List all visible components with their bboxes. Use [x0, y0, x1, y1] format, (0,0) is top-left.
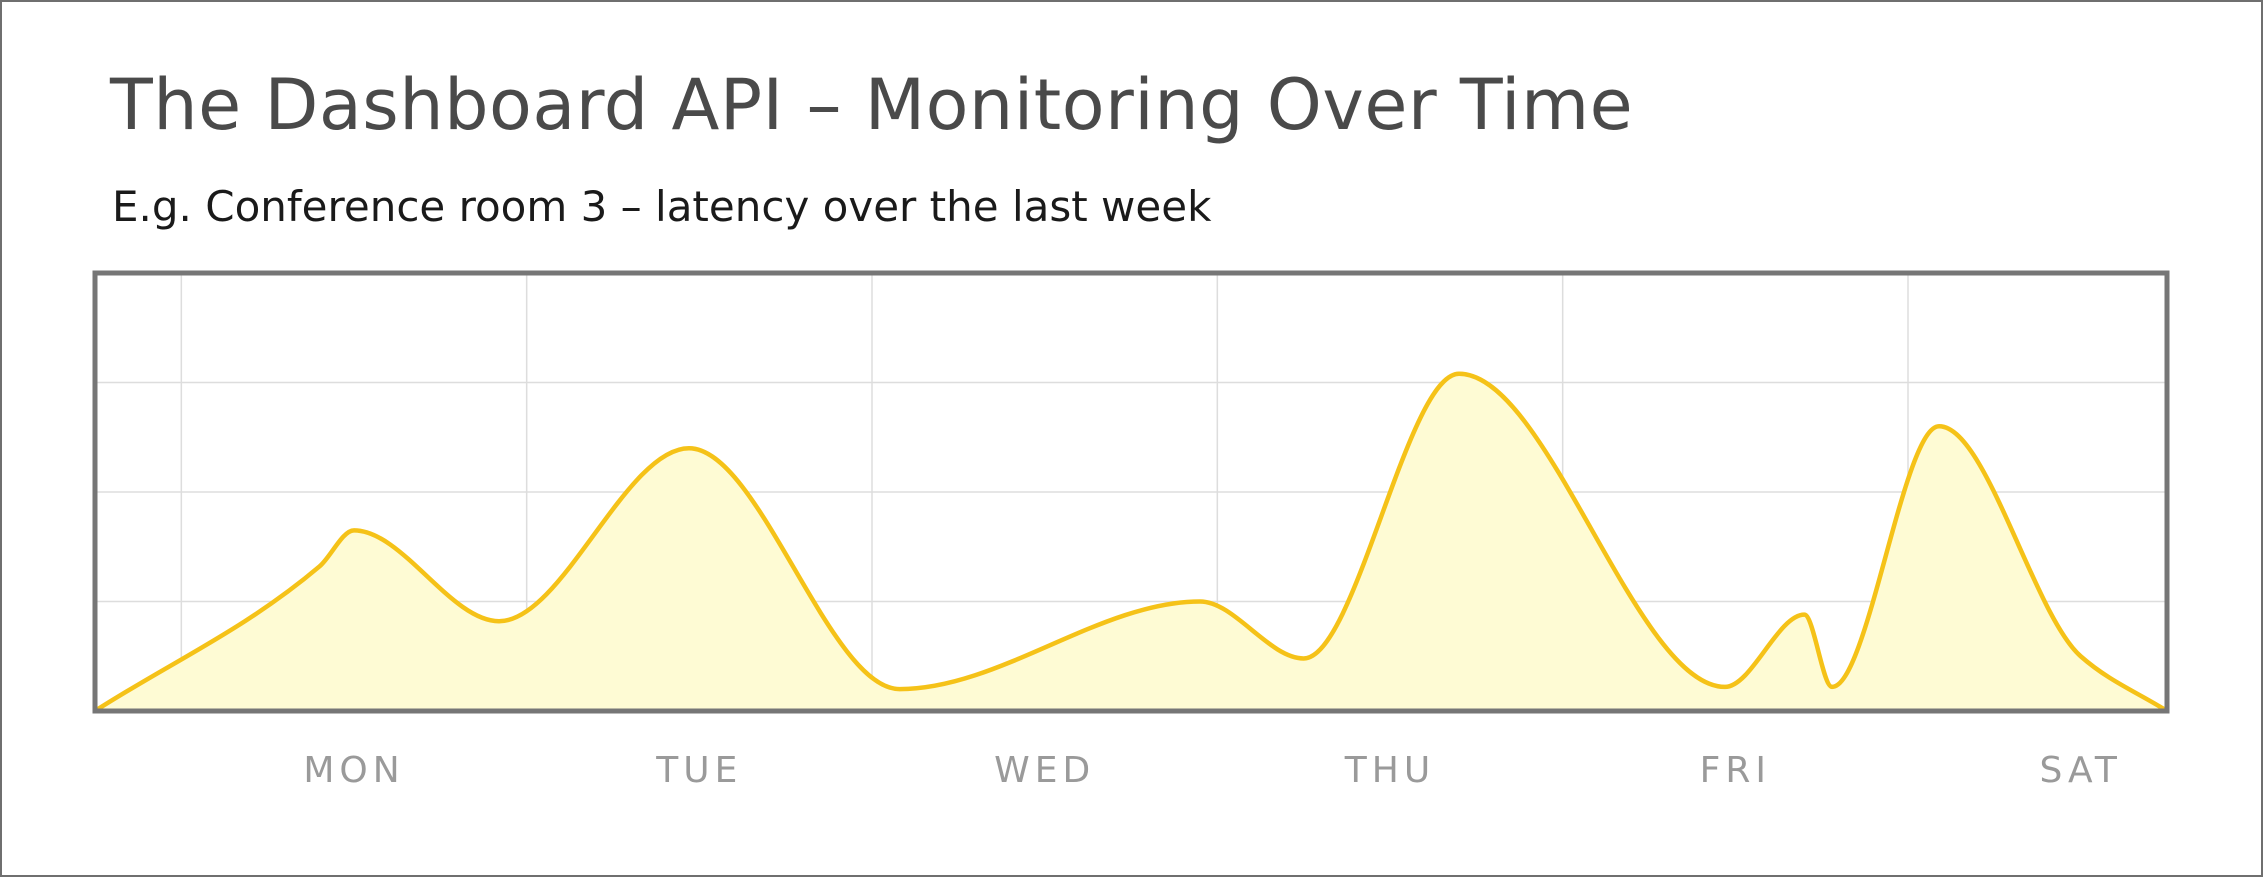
x-tick-label-thu: THU: [1344, 750, 1435, 791]
grid-lines: [95, 273, 2167, 711]
x-tick-label-wed: WED: [994, 750, 1095, 791]
x-tick-label-fri: FRI: [1700, 750, 1771, 791]
x-tick-label-mon: MON: [303, 750, 404, 791]
latency-line: [92, 371, 2170, 714]
x-tick-label-sat: SAT: [2039, 750, 2121, 791]
chart-title: The Dashboard API – Monitoring Over Time: [110, 64, 1634, 146]
chart-subtitle: E.g. Conference room 3 – latency over th…: [112, 182, 1212, 231]
latency-area: [95, 373, 2167, 711]
x-axis-ticks: MON TUE WED THU FRI SAT: [303, 750, 2121, 791]
plot-border: [92, 270, 2170, 714]
x-tick-label-tue: TUE: [655, 750, 742, 791]
